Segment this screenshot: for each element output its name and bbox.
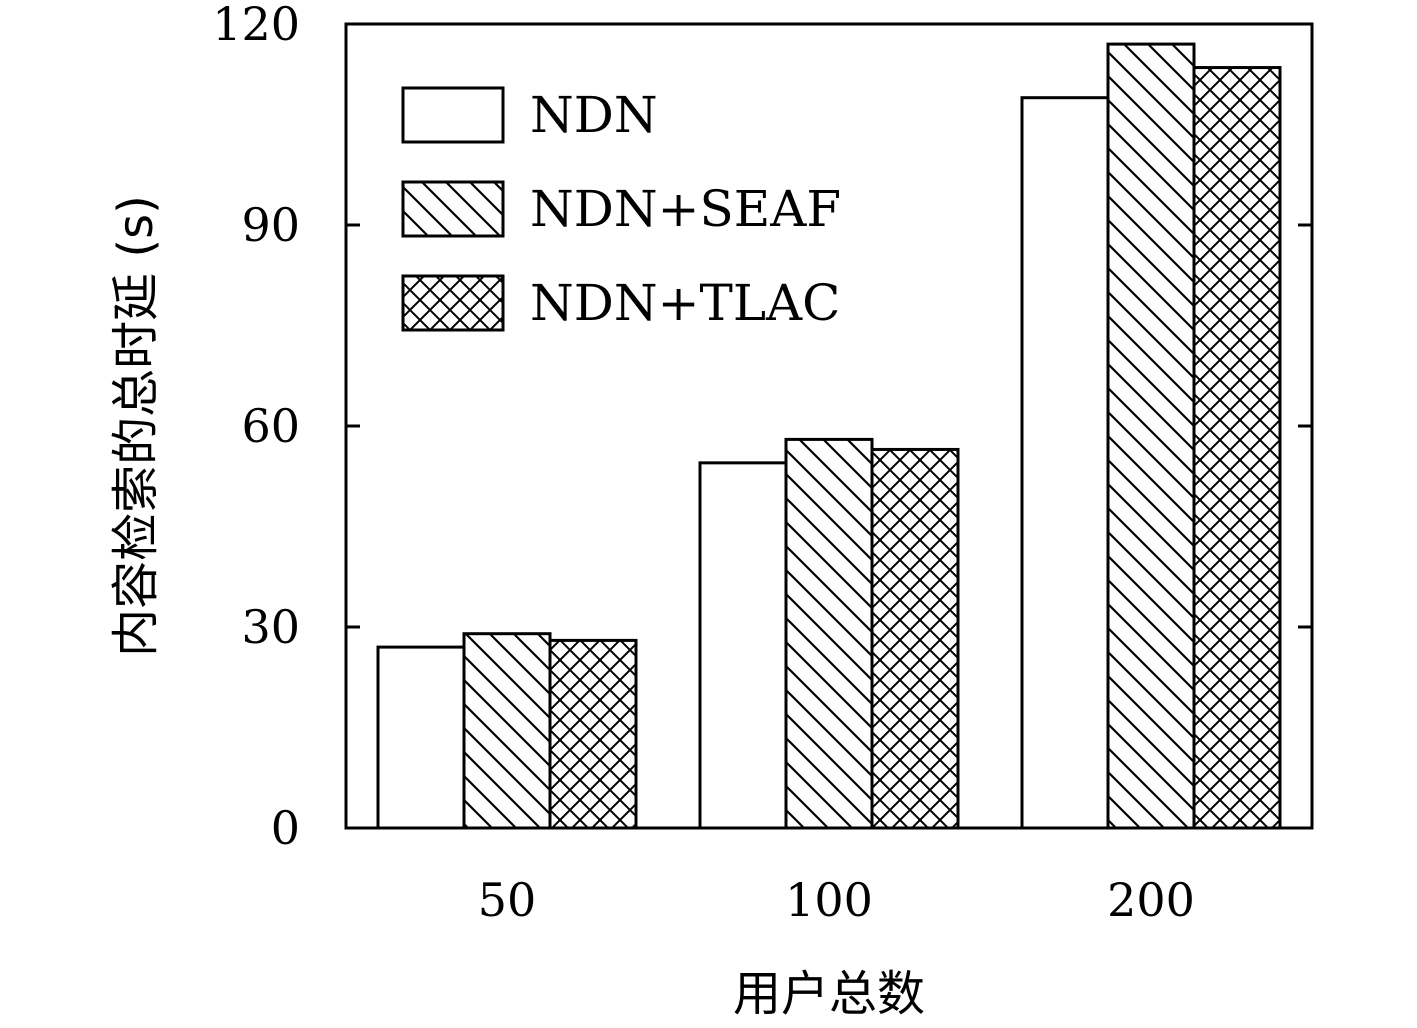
x-tick-label: 200	[1107, 873, 1195, 927]
legend-label: NDN	[530, 86, 658, 144]
bars: 50 100 200	[376, 42, 1282, 927]
bar	[784, 437, 874, 830]
bar	[1020, 96, 1110, 830]
y-tick-label: 60	[241, 399, 300, 453]
bar	[698, 461, 788, 830]
legend-label: NDN+SEAF	[530, 180, 841, 238]
y-axis-title: 内容检索的总时延 (s)	[108, 195, 164, 657]
axis-ticks: 0 30 60 90 120	[212, 0, 1312, 855]
bar	[1192, 66, 1282, 830]
y-tick-label: 120	[212, 0, 300, 51]
x-tick-label: 50	[478, 873, 537, 927]
y-tick-label: 30	[241, 600, 300, 654]
legend-swatch	[401, 180, 505, 238]
legend-swatch	[401, 274, 505, 332]
bar	[1106, 42, 1196, 830]
legend-label: NDN+TLAC	[530, 274, 840, 332]
legend-swatch	[401, 86, 505, 144]
bar	[376, 645, 466, 830]
y-tick-label: 0	[271, 801, 300, 855]
legend: NDN NDN+SEAF NDN+TLAC	[401, 86, 841, 332]
x-axis-title: 用户总数	[733, 966, 925, 1022]
bar	[548, 638, 638, 830]
bar	[870, 447, 960, 830]
bar	[462, 632, 552, 830]
y-tick-label: 90	[241, 198, 300, 252]
x-tick-label: 100	[785, 873, 873, 927]
